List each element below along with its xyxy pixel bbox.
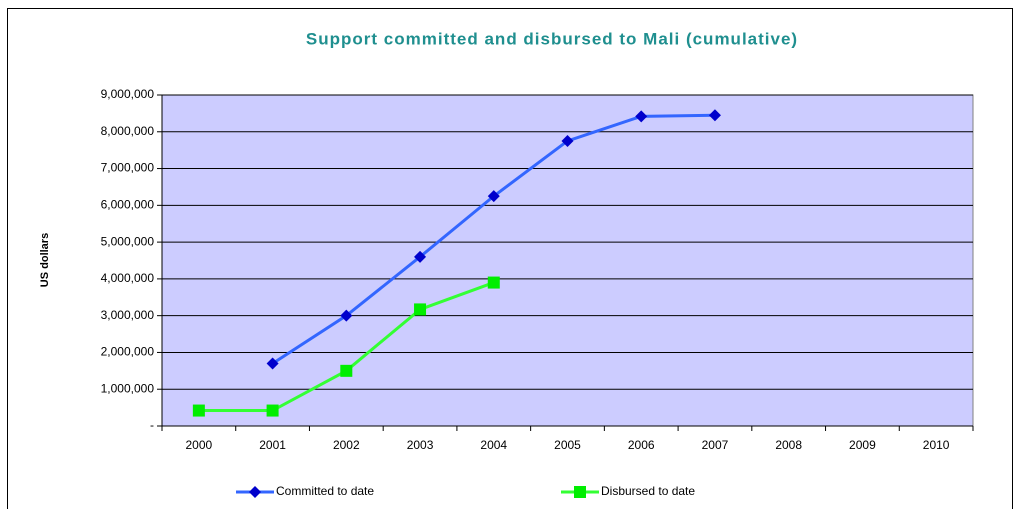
data-point [340, 364, 353, 377]
x-tick-label: 2008 [775, 438, 802, 452]
legend-label: Disbursed to date [601, 484, 695, 498]
y-tick-label: 4,000,000 [101, 271, 155, 285]
chart-title: Support committed and disbursed to Mali … [306, 29, 798, 48]
x-tick-label: 2007 [702, 438, 729, 452]
plot-area [161, 94, 974, 427]
x-tick-label: 2006 [628, 438, 655, 452]
data-point [708, 109, 721, 122]
y-tick-label: 1,000,000 [101, 381, 155, 395]
x-tick-label: 2010 [923, 438, 950, 452]
y-axis-label: US dollars [39, 233, 51, 287]
x-tick-label: 2000 [186, 438, 213, 452]
y-tick-label: - [150, 418, 154, 432]
data-point [266, 357, 279, 370]
y-tick-label: 2,000,000 [101, 345, 155, 359]
y-tick-label: 7,000,000 [101, 161, 155, 175]
data-point [561, 134, 574, 147]
x-tick-label: 2001 [259, 438, 286, 452]
x-tick-label: 2002 [333, 438, 360, 452]
data-point [192, 404, 205, 417]
data-point [414, 303, 427, 316]
data-point [340, 309, 353, 322]
y-tick-label: 9,000,000 [101, 87, 155, 101]
x-tick-label: 2004 [480, 438, 507, 452]
x-tick-label: 2003 [407, 438, 434, 452]
data-point [266, 404, 279, 417]
legend-marker [574, 486, 586, 498]
y-tick-label: 6,000,000 [101, 198, 155, 212]
x-tick-label: 2005 [554, 438, 581, 452]
data-point [635, 110, 648, 123]
data-point [414, 250, 427, 263]
x-tick-label: 2009 [849, 438, 876, 452]
legend-label: Committed to date [276, 484, 374, 498]
y-tick-label: 5,000,000 [101, 234, 155, 248]
legend-marker [249, 486, 261, 498]
data-point [487, 276, 500, 289]
y-tick-label: 8,000,000 [101, 124, 155, 138]
y-tick-label: 3,000,000 [101, 308, 155, 322]
data-point [487, 190, 500, 203]
